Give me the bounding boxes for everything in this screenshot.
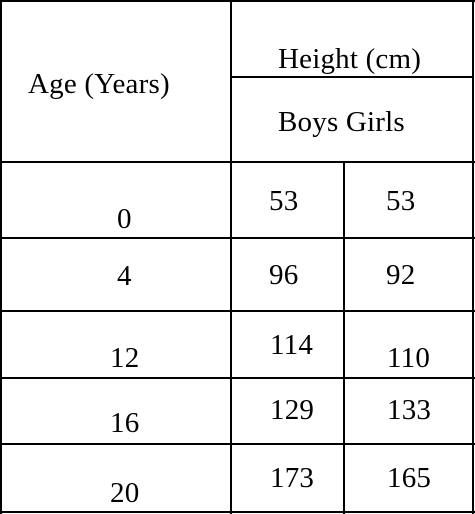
row-1-girls: 53 [386, 185, 416, 217]
row-5-age: 20 [110, 477, 140, 509]
divider-header-bottom [0, 161, 475, 163]
divider-age-column [230, 0, 232, 514]
border-left [0, 0, 2, 514]
row-4-boys: 129 [270, 394, 315, 426]
divider-row-2 [0, 310, 475, 312]
row-2-girls: 92 [386, 259, 416, 291]
border-bottom [0, 511, 475, 513]
row-1-boys: 53 [269, 185, 299, 217]
border-right [472, 0, 474, 514]
divider-boys-girls [343, 162, 345, 514]
row-4-age: 16 [110, 407, 140, 439]
row-5-girls: 165 [387, 462, 432, 494]
divider-row-3 [0, 377, 475, 379]
header-age: Age (Years) [28, 68, 170, 100]
row-4-girls: 133 [387, 394, 432, 426]
row-5-boys: 173 [270, 462, 315, 494]
divider-height-header [231, 76, 474, 78]
divider-row-4 [0, 443, 475, 445]
row-3-age: 12 [110, 342, 140, 374]
row-3-girls: 110 [387, 342, 431, 374]
row-2-age: 4 [117, 260, 132, 292]
border-top [0, 0, 475, 2]
header-sub-labels: Boys Girls [278, 106, 405, 138]
header-height: Height (cm) [278, 43, 422, 75]
row-1-age: 0 [117, 203, 132, 235]
row-2-boys: 96 [269, 259, 299, 291]
divider-row-1 [0, 237, 475, 239]
row-3-boys: 114 [270, 329, 314, 361]
